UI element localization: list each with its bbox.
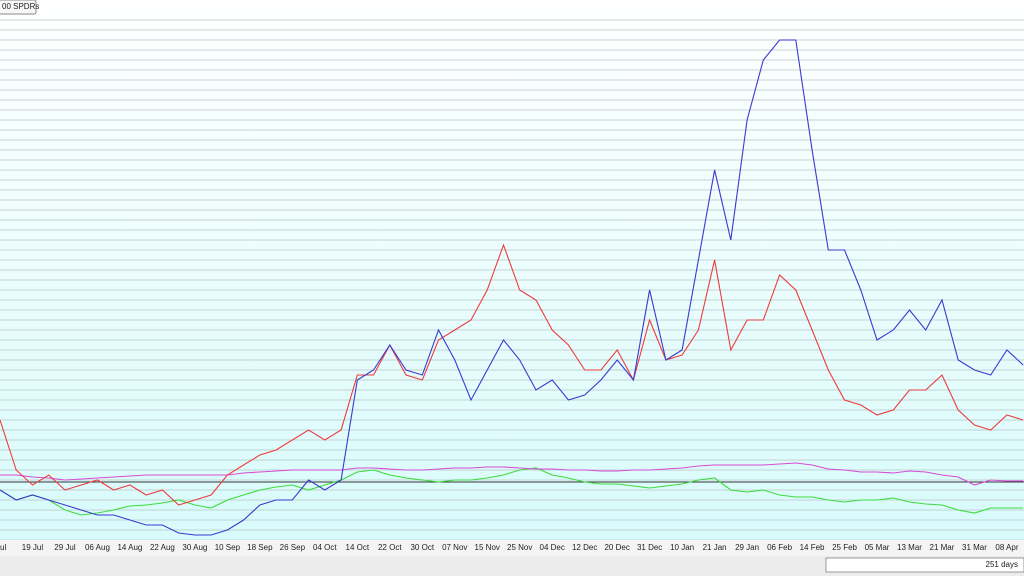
x-tick-label: 22 Aug <box>150 543 175 552</box>
x-tick-label: 06 Aug <box>85 543 110 552</box>
days-label: 251 days <box>986 560 1018 569</box>
series-line <box>0 243 1024 506</box>
x-tick-label: 07 Nov <box>442 543 467 552</box>
x-tick-label: 26 Sep <box>280 543 306 552</box>
x-tick-label: 08 Apr <box>995 543 1018 552</box>
x-tick-label: 25 Feb <box>832 543 857 552</box>
x-tick-label: 05 Mar <box>865 543 890 552</box>
x-tick-label: 04 Dec <box>540 543 565 552</box>
series-line <box>0 462 1024 486</box>
x-tick-label: 21 Mar <box>930 543 955 552</box>
status-bar <box>0 556 1024 576</box>
x-tick-label: 30 Aug <box>182 543 207 552</box>
x-tick-label: 29 Jan <box>735 543 759 552</box>
days-box <box>825 557 1024 573</box>
x-tick-label: 19 Jul <box>22 543 44 552</box>
x-tick-label: 13 Mar <box>897 543 922 552</box>
x-tick-label: 21 Jan <box>703 543 727 552</box>
symbol-label[interactable]: 00 SPDRs <box>2 2 39 11</box>
x-tick-label: 14 Oct <box>346 543 370 552</box>
x-tick-label: 10 Jan <box>670 543 694 552</box>
series-line <box>0 467 1024 516</box>
x-tick-label: 18 Sep <box>247 543 273 552</box>
x-tick-label: 29 Jul <box>54 543 76 552</box>
series-line <box>0 39 1024 536</box>
x-tick-label: 10 Sep <box>215 543 241 552</box>
x-tick-label: 06 Feb <box>767 543 792 552</box>
symbol-button[interactable] <box>0 0 37 15</box>
x-tick-label: ul <box>0 543 6 552</box>
x-tick-label: 14 Aug <box>117 543 142 552</box>
x-tick-label: 14 Feb <box>800 543 825 552</box>
x-tick-label: 15 Nov <box>475 543 500 552</box>
x-axis-band <box>0 540 1024 556</box>
x-tick-label: 30 Oct <box>410 543 434 552</box>
x-tick-label: 04 Oct <box>313 543 337 552</box>
x-tick-label: 12 Dec <box>572 543 597 552</box>
x-tick-label: 22 Oct <box>378 543 402 552</box>
x-tick-label: 20 Dec <box>604 543 629 552</box>
x-tick-label: 31 Mar <box>962 543 987 552</box>
x-tick-label: 25 Nov <box>507 543 532 552</box>
x-tick-label: 31 Dec <box>637 543 662 552</box>
